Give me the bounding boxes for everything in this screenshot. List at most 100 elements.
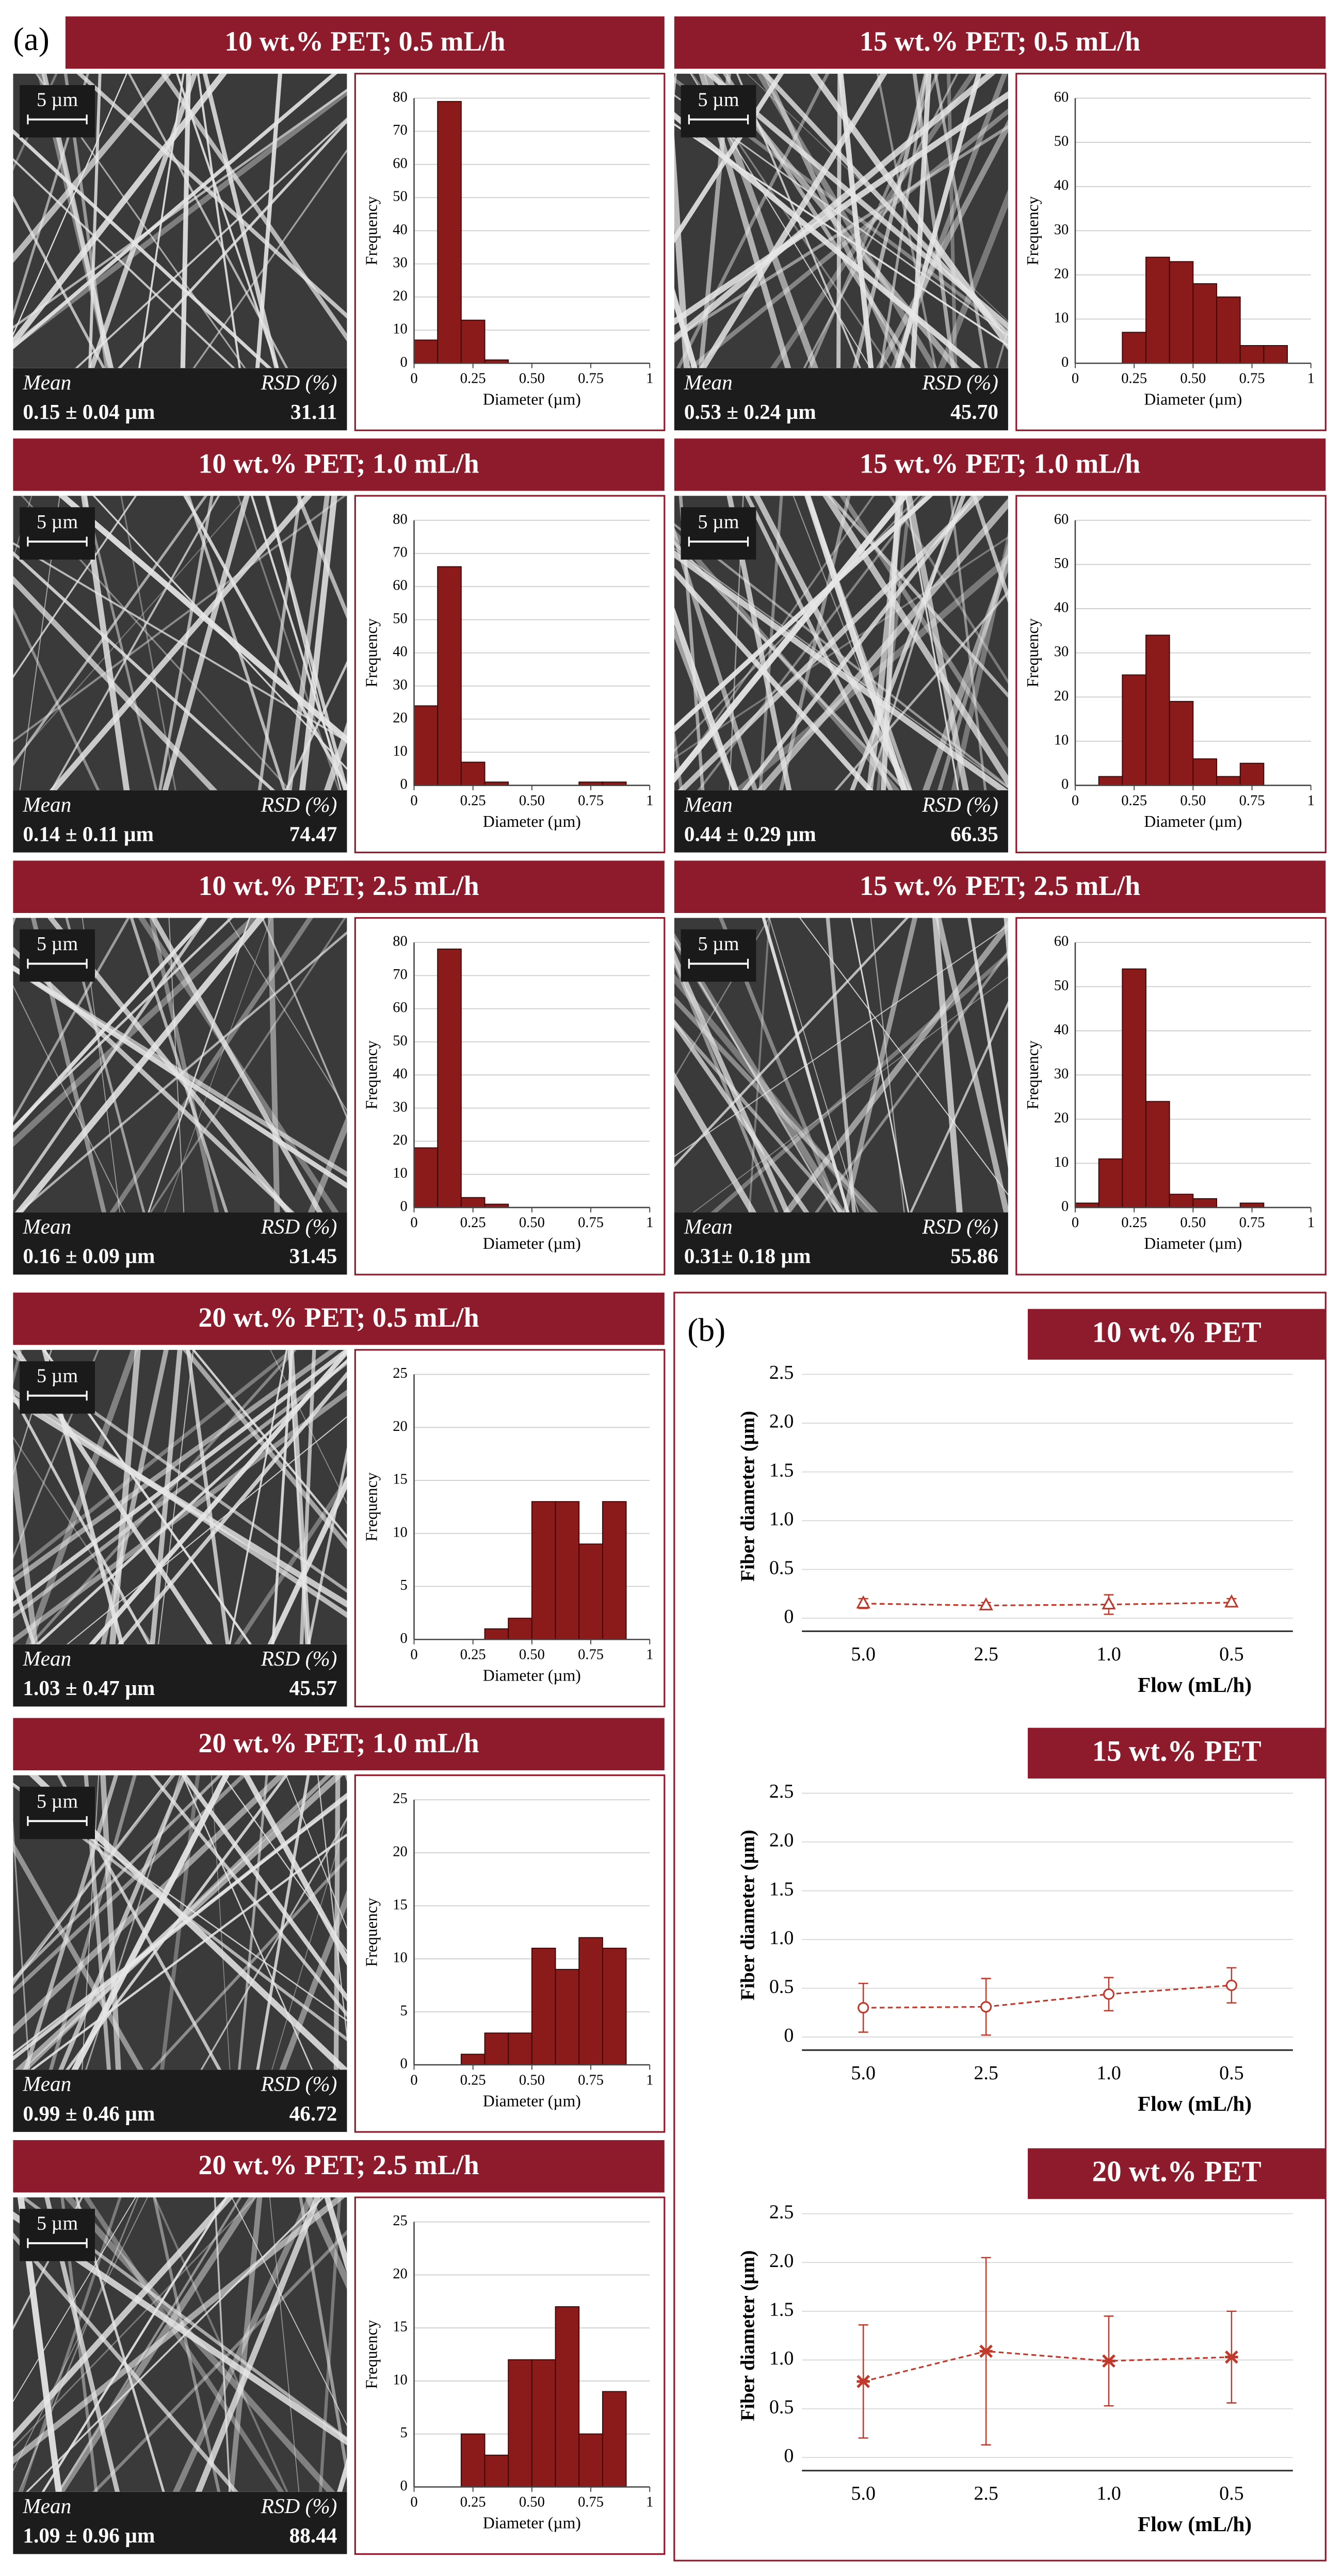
fiber bbox=[30, 1833, 347, 2070]
bar bbox=[460, 2433, 486, 2488]
rsd-label: RSD (%) bbox=[261, 2494, 337, 2518]
scale-bar-label: 5 µm bbox=[698, 933, 739, 955]
fiber bbox=[13, 2197, 346, 2465]
histogram-frame bbox=[1015, 73, 1327, 431]
y-tick-label: 20 bbox=[393, 1419, 408, 1434]
fiber bbox=[13, 1775, 247, 1995]
bar bbox=[437, 948, 462, 1208]
fiber bbox=[890, 73, 1008, 368]
y-tick-label: 80 bbox=[393, 934, 408, 950]
fiber bbox=[674, 567, 874, 791]
bar bbox=[1145, 256, 1170, 364]
histogram-frame bbox=[1015, 917, 1327, 1276]
fiber bbox=[25, 2197, 325, 2492]
info-box bbox=[674, 1212, 1008, 1275]
y-tick-label: 1.5 bbox=[769, 2298, 794, 2320]
mean-value: 1.09 ± 0.96 µm bbox=[23, 2523, 155, 2547]
info-box bbox=[13, 2491, 347, 2554]
y-axis-label: Frequency bbox=[362, 1040, 380, 1110]
fiber bbox=[13, 918, 233, 1130]
bar bbox=[531, 1947, 556, 2065]
y-tick-label: 0 bbox=[1061, 776, 1069, 792]
info-box bbox=[13, 368, 347, 431]
scale-bar-box bbox=[681, 507, 756, 560]
fiber bbox=[261, 918, 347, 1120]
fiber bbox=[827, 496, 1008, 698]
x-tick-label: 0.25 bbox=[1121, 1215, 1147, 1231]
marker bbox=[1102, 1596, 1116, 1610]
x-tick-label: 0.75 bbox=[578, 2495, 604, 2510]
y-tick-label: 10 bbox=[1054, 1154, 1069, 1170]
y-tick-label: 40 bbox=[1054, 600, 1069, 616]
sample-title: 15 wt.% PET; 0.5 mL/h bbox=[860, 26, 1140, 57]
fiber bbox=[0, 1342, 10, 1653]
y-tick-label: 0 bbox=[400, 776, 408, 792]
y-tick-label: 0.5 bbox=[769, 1557, 794, 1578]
fiber bbox=[932, 918, 963, 1213]
fiber bbox=[13, 1841, 144, 2070]
y-tick-label: 60 bbox=[393, 155, 408, 171]
y-tick-label: 50 bbox=[393, 611, 408, 627]
bar bbox=[484, 2032, 509, 2065]
info-box bbox=[674, 790, 1008, 853]
sample-header bbox=[674, 16, 1326, 69]
bar bbox=[484, 2454, 509, 2488]
mean-value: 0.53 ± 0.24 µm bbox=[684, 400, 816, 423]
fiber bbox=[150, 1775, 347, 2017]
fiber bbox=[256, 1775, 310, 2070]
fiber bbox=[850, 496, 966, 791]
y-tick-label: 25 bbox=[393, 2213, 408, 2229]
fiber bbox=[265, 496, 347, 791]
mean-value: 0.16 ± 0.09 µm bbox=[23, 1244, 155, 1268]
fiber bbox=[13, 1389, 347, 1644]
x-tick-label: 0.50 bbox=[1180, 1215, 1206, 1231]
y-tick-label: 1.0 bbox=[769, 1927, 794, 1949]
fiber bbox=[228, 2197, 263, 2492]
scale-bar-box bbox=[20, 507, 95, 560]
scale-bar-box bbox=[681, 929, 756, 982]
x-tick-label: 5.0 bbox=[851, 1643, 876, 1665]
fiber bbox=[951, 531, 1008, 791]
x-tick-label: 0.25 bbox=[1121, 370, 1147, 386]
fiber bbox=[66, 1416, 347, 1644]
y-tick-label: 1.0 bbox=[769, 2347, 794, 2369]
marker bbox=[1224, 2350, 1238, 2364]
fiber bbox=[83, 2197, 284, 2492]
chart-header bbox=[1027, 1727, 1326, 1779]
fiber bbox=[674, 496, 933, 732]
x-tick-label: 1 bbox=[1307, 793, 1315, 809]
bar bbox=[1216, 296, 1241, 364]
fiber bbox=[815, 950, 1008, 1213]
y-tick-label: 2.5 bbox=[769, 1362, 794, 1383]
fiber bbox=[150, 1856, 347, 2070]
marker bbox=[1103, 1988, 1115, 2000]
fiber bbox=[317, 1775, 347, 2042]
bar bbox=[578, 1937, 603, 2065]
bar bbox=[602, 1947, 627, 2065]
fiber bbox=[895, 73, 982, 368]
y-tick-label: 0 bbox=[400, 1198, 408, 1214]
y-tick-label: 30 bbox=[1054, 222, 1069, 238]
y-tick-label: 20 bbox=[393, 1844, 408, 1860]
rsd-label: RSD (%) bbox=[261, 2072, 337, 2096]
y-tick-label: 40 bbox=[1054, 177, 1069, 193]
y-tick-label: 30 bbox=[393, 255, 408, 271]
fiber bbox=[138, 73, 185, 368]
mean-label: Mean bbox=[22, 2494, 71, 2518]
fiber bbox=[674, 91, 1008, 325]
rsd-value: 45.57 bbox=[289, 1676, 337, 1700]
mean-value: 1.03 ± 0.47 µm bbox=[23, 1676, 155, 1700]
y-tick-label: 20 bbox=[393, 710, 408, 726]
mean-label: Mean bbox=[22, 792, 71, 816]
x-tick-label: 0 bbox=[410, 370, 417, 386]
fiber bbox=[92, 2229, 347, 2492]
fiber bbox=[935, 918, 1008, 1213]
fiber bbox=[257, 496, 302, 791]
rsd-value: 74.47 bbox=[289, 822, 337, 845]
sample-header bbox=[13, 860, 665, 913]
y-tick-label: 50 bbox=[1054, 134, 1069, 150]
x-tick-label: 0.75 bbox=[1239, 370, 1265, 386]
mean-value: 0.99 ± 0.46 µm bbox=[23, 2101, 155, 2125]
fiber bbox=[88, 1349, 347, 1644]
x-tick-label: 0 bbox=[410, 1647, 417, 1663]
